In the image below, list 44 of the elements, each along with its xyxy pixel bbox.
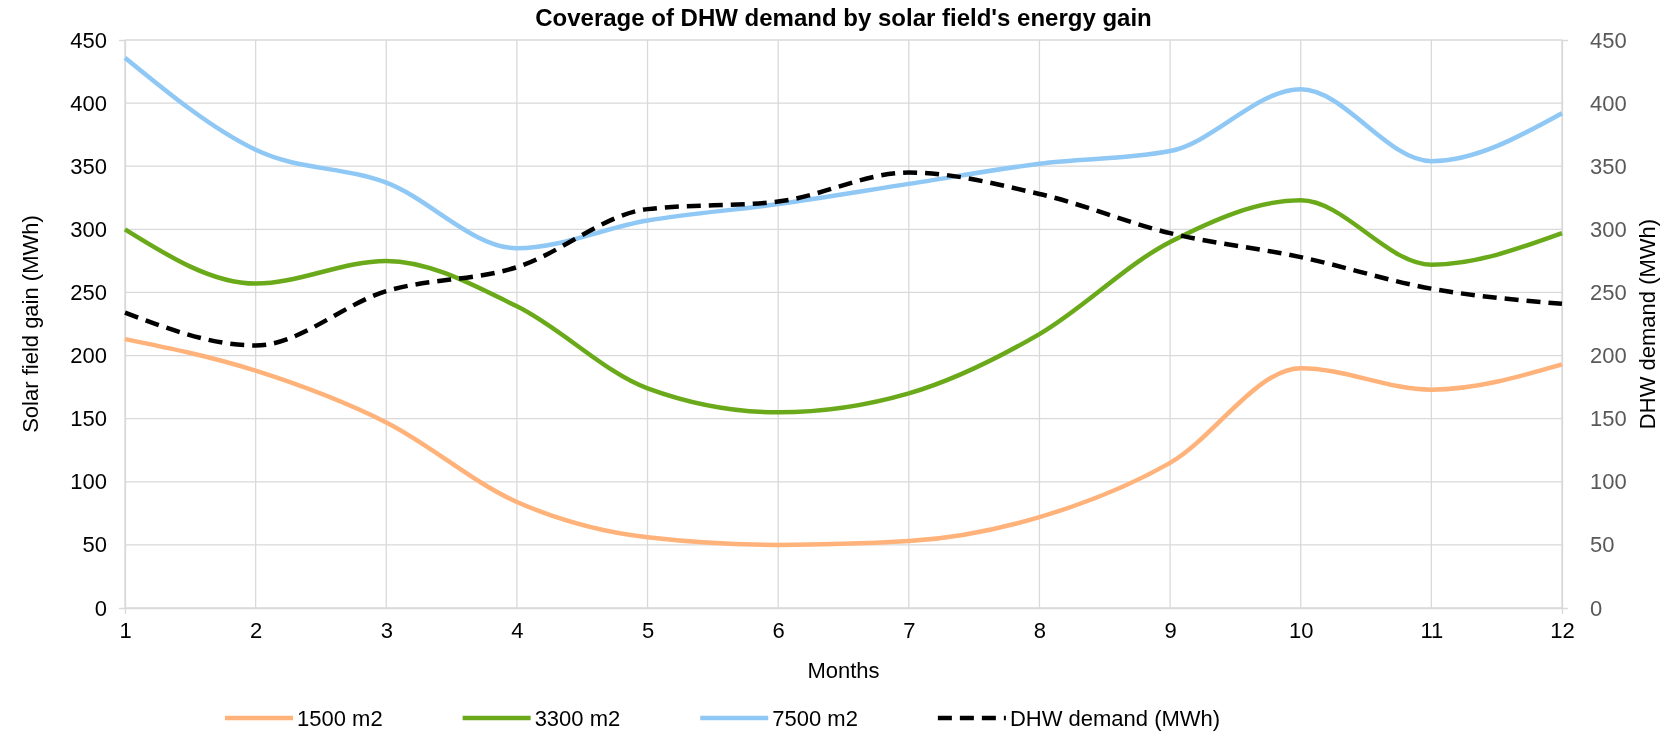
line-series xyxy=(122,170,1565,348)
x-tick-label: 9 xyxy=(1164,617,1177,643)
y2-tick-label: 50 xyxy=(1590,532,1615,558)
y-tick-label: 200 xyxy=(70,343,107,369)
x-tick-label: 11 xyxy=(1420,617,1444,643)
y2-axis-title: DHW demand (MWh) xyxy=(1635,218,1660,430)
legend-label: 3300 m2 xyxy=(534,706,621,731)
y-tick-label: 0 xyxy=(94,595,107,621)
y-tick-label: 250 xyxy=(70,279,107,305)
line-series xyxy=(122,336,1565,548)
x-tick-label: 1 xyxy=(119,617,132,643)
chart-title: Coverage of DHW demand by solar field's energy gain xyxy=(535,4,1152,31)
line-series xyxy=(122,198,1565,415)
x-tick-label: 4 xyxy=(511,617,524,643)
x-tick-label: 6 xyxy=(772,617,785,643)
x-tick-label: 7 xyxy=(903,617,916,643)
y2-tick-label: 450 xyxy=(1590,27,1627,53)
legend-label: 1500 m2 xyxy=(297,706,383,731)
line-series xyxy=(122,55,1565,251)
x-tick-label: 10 xyxy=(1288,617,1314,643)
y-tick-label: 300 xyxy=(70,216,107,242)
y2-tick-label: 150 xyxy=(1590,406,1627,432)
legend-label: 7500 m2 xyxy=(772,706,858,731)
y2-tick-label: 300 xyxy=(1590,216,1627,242)
x-axis-title: Months xyxy=(807,658,880,683)
y2-tick-label: 0 xyxy=(1590,595,1603,621)
y2-tick-label: 250 xyxy=(1590,279,1627,305)
y-tick-label: 350 xyxy=(70,153,107,179)
y-tick-label: 100 xyxy=(70,469,107,495)
y2-tick-label: 100 xyxy=(1590,469,1627,495)
y-axis-title: Solar field gain (MWh) xyxy=(18,215,43,433)
y-tick-label: 400 xyxy=(70,90,107,116)
y-tick-label: 50 xyxy=(82,532,107,558)
y2-tick-label: 400 xyxy=(1590,90,1627,116)
x-tick-label: 3 xyxy=(380,617,393,643)
y2-tick-label: 350 xyxy=(1590,153,1627,179)
x-tick-label: 8 xyxy=(1033,617,1047,643)
x-tick-label: 5 xyxy=(641,617,655,643)
x-tick-label: 2 xyxy=(250,617,263,643)
y-tick-label: 450 xyxy=(70,27,107,53)
x-tick-label: 12 xyxy=(1550,617,1575,643)
y-tick-label: 150 xyxy=(70,406,107,432)
legend-label: DHW demand (MWh) xyxy=(1009,706,1221,731)
y2-tick-label: 200 xyxy=(1590,343,1627,369)
